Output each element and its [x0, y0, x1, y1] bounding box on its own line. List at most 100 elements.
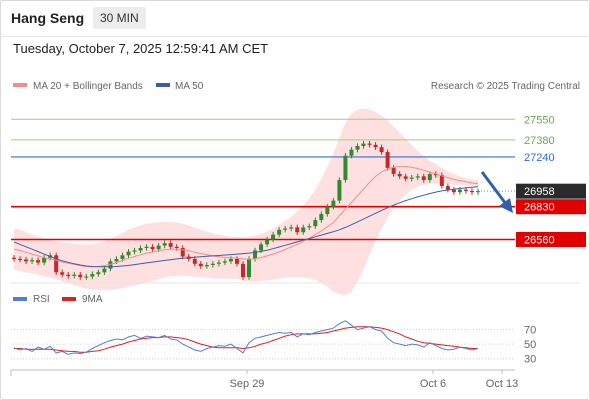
candle-body [174, 246, 179, 248]
candle-body [234, 258, 239, 264]
candle-body [403, 176, 408, 179]
candle-body [138, 248, 143, 251]
price-tags: 27550 27380 27240 26830 26560 26958 [516, 114, 586, 247]
candle-body [313, 220, 318, 227]
candle-body [102, 268, 107, 273]
last-price-tag-bg [516, 183, 586, 199]
candle-body [319, 214, 324, 221]
candle-body [415, 176, 420, 178]
arrow-shaft [480, 171, 508, 205]
support-label: 26830 [524, 202, 555, 214]
rsi-legend: RSI [33, 294, 50, 305]
symbol-title: Hang Seng [11, 10, 85, 26]
candle-body [476, 191, 480, 193]
candle-body [90, 274, 95, 277]
candle-body [355, 146, 360, 150]
candle-body [463, 189, 468, 191]
candle-body [126, 251, 131, 256]
candle-body [18, 258, 23, 260]
time-tick-label: Sep 29 [230, 378, 265, 390]
bollinger-bands [14, 108, 478, 296]
rsi-line [13, 320, 479, 355]
candle-body [469, 190, 474, 193]
candle-body [325, 206, 330, 214]
candle-body [253, 250, 258, 259]
candle-body [343, 155, 348, 180]
time-axis-labels: Sep 29 Oct 6 Oct 13 [10, 370, 518, 390]
candle-body [222, 261, 227, 263]
candle-body [265, 239, 270, 245]
rsi-legend-swatch [13, 297, 27, 301]
candle-body [259, 244, 264, 251]
moving-averages [13, 166, 479, 268]
candle-body [162, 243, 167, 246]
candle-body [337, 180, 342, 201]
resistance-label: 27380 [524, 135, 555, 147]
time-tick-label: Oct 13 [486, 378, 518, 390]
rsi-tick-label: 50 [524, 339, 536, 351]
ma50-line [13, 186, 479, 268]
candle-body [30, 260, 35, 262]
candle-body [204, 265, 209, 267]
candle-body [198, 263, 203, 267]
arrow-head [499, 198, 513, 213]
rsi-tick-label: 70 [524, 325, 536, 337]
support-tag-bg [516, 232, 586, 247]
ma9-legend-swatch [62, 297, 76, 301]
candle-body [132, 250, 137, 252]
candle-body [301, 227, 306, 233]
candle-body [451, 189, 456, 193]
candle-body [108, 261, 113, 269]
timestamp: Tuesday, October 7, 2025 12:59:41 AM CET [13, 41, 269, 56]
time-tick-label: Oct 6 [420, 378, 446, 390]
candle-body [150, 246, 155, 250]
candle-body [84, 276, 89, 278]
candle-body [180, 248, 185, 257]
candle-body [373, 144, 378, 148]
candle-body [247, 258, 252, 278]
candle-body [295, 227, 300, 233]
candle-body [289, 227, 294, 229]
bollinger-band-area [14, 108, 478, 296]
candle-body [439, 175, 444, 187]
candle-body [54, 255, 59, 273]
candle-body [36, 260, 41, 263]
last-price-label: 26958 [524, 186, 555, 198]
candle-body [210, 263, 215, 265]
ma50-legend: MA 50 [175, 81, 204, 92]
candle-body [397, 173, 402, 177]
candle-body [457, 189, 462, 193]
candle-body [349, 149, 354, 156]
chart-header: Hang Seng 30 MIN [0, 0, 590, 37]
candle-body [277, 229, 282, 235]
candle-body [78, 274, 83, 278]
candle-body [42, 257, 47, 263]
candle-body [144, 246, 149, 248]
copyright-notice: Research © 2025 Trading Central [431, 81, 580, 92]
forecast-arrow-icon [480, 171, 513, 213]
support-label: 26560 [524, 235, 555, 247]
candle-body [114, 258, 119, 262]
rsi-panel: 70 50 30 [11, 320, 536, 366]
candle-body [156, 245, 161, 250]
candle-body [361, 143, 366, 146]
candle-body [66, 274, 71, 276]
candle-body [60, 272, 65, 275]
candle-body [271, 234, 276, 240]
candle-body [421, 176, 426, 180]
ma50-legend-swatch [156, 83, 170, 87]
candle-body [240, 263, 245, 278]
interval-button[interactable]: 30 MIN [93, 7, 146, 29]
pivot-label: 27240 [524, 152, 555, 164]
candle-body [391, 167, 396, 174]
candle-body [385, 152, 390, 168]
ma9-legend: 9MA [82, 294, 103, 305]
ma-bb-legend-swatch [13, 83, 27, 87]
candle-body [367, 143, 372, 145]
rsi-tick-label: 30 [524, 354, 536, 366]
candle-body [216, 262, 221, 264]
candle-body [228, 258, 233, 262]
candle-body [72, 274, 77, 276]
candle-body [331, 200, 336, 207]
